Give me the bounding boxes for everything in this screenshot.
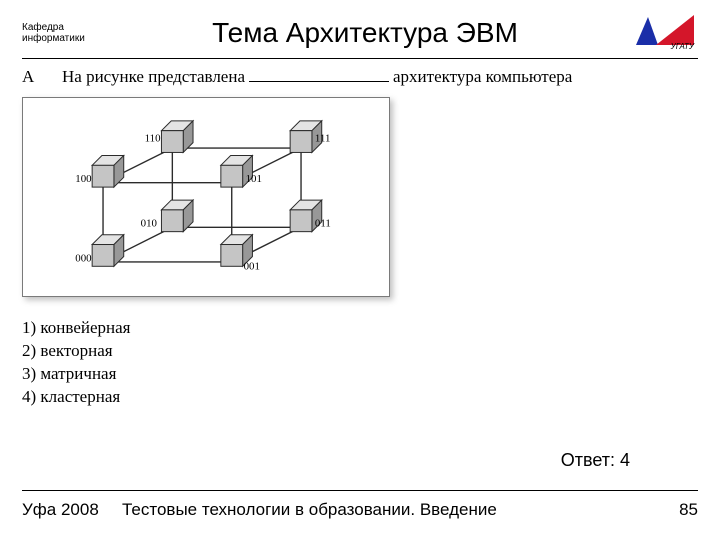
- question-blank: [249, 81, 389, 82]
- svg-text:101: 101: [246, 173, 262, 185]
- option-1: 1) конвейерная: [22, 317, 698, 340]
- header: Кафедра информатики Тема Архитектура ЭВМ…: [22, 10, 698, 56]
- question-text-before: На рисунке представлена: [62, 67, 245, 87]
- footer-left: Уфа 2008: [22, 500, 122, 520]
- divider-bottom: [22, 490, 698, 491]
- svg-text:100: 100: [75, 173, 92, 185]
- slide-title: Тема Архитектура ЭВМ: [102, 17, 628, 49]
- dept-line2: информатики: [22, 33, 102, 45]
- svg-text:011: 011: [315, 218, 331, 230]
- logo: УГАТУ: [628, 13, 698, 53]
- department-label: Кафедра информатики: [22, 22, 102, 45]
- svg-text:010: 010: [141, 218, 158, 230]
- svg-text:001: 001: [244, 260, 260, 272]
- answer-text: Ответ: 4: [561, 450, 630, 471]
- logo-text: УГАТУ: [671, 42, 694, 51]
- svg-text:000: 000: [75, 252, 92, 264]
- question-text-after: архитектура компьютера: [393, 67, 572, 87]
- options-list: 1) конвейерная 2) векторная 3) матричная…: [22, 317, 698, 409]
- footer-center: Тестовые технологии в образовании. Введе…: [122, 500, 658, 520]
- question-letter: А: [22, 67, 62, 87]
- svg-text:111: 111: [315, 133, 331, 145]
- svg-text:110: 110: [145, 133, 161, 145]
- figure: 000 100 001 101 010 110 011 111: [22, 97, 390, 297]
- footer-page: 85: [658, 500, 698, 520]
- footer: Уфа 2008 Тестовые технологии в образован…: [22, 500, 698, 520]
- option-4: 4) кластерная: [22, 386, 698, 409]
- option-2: 2) векторная: [22, 340, 698, 363]
- question-line: А На рисунке представлена архитектура ко…: [22, 59, 698, 95]
- option-3: 3) матричная: [22, 363, 698, 386]
- dept-line1: Кафедра: [22, 22, 102, 34]
